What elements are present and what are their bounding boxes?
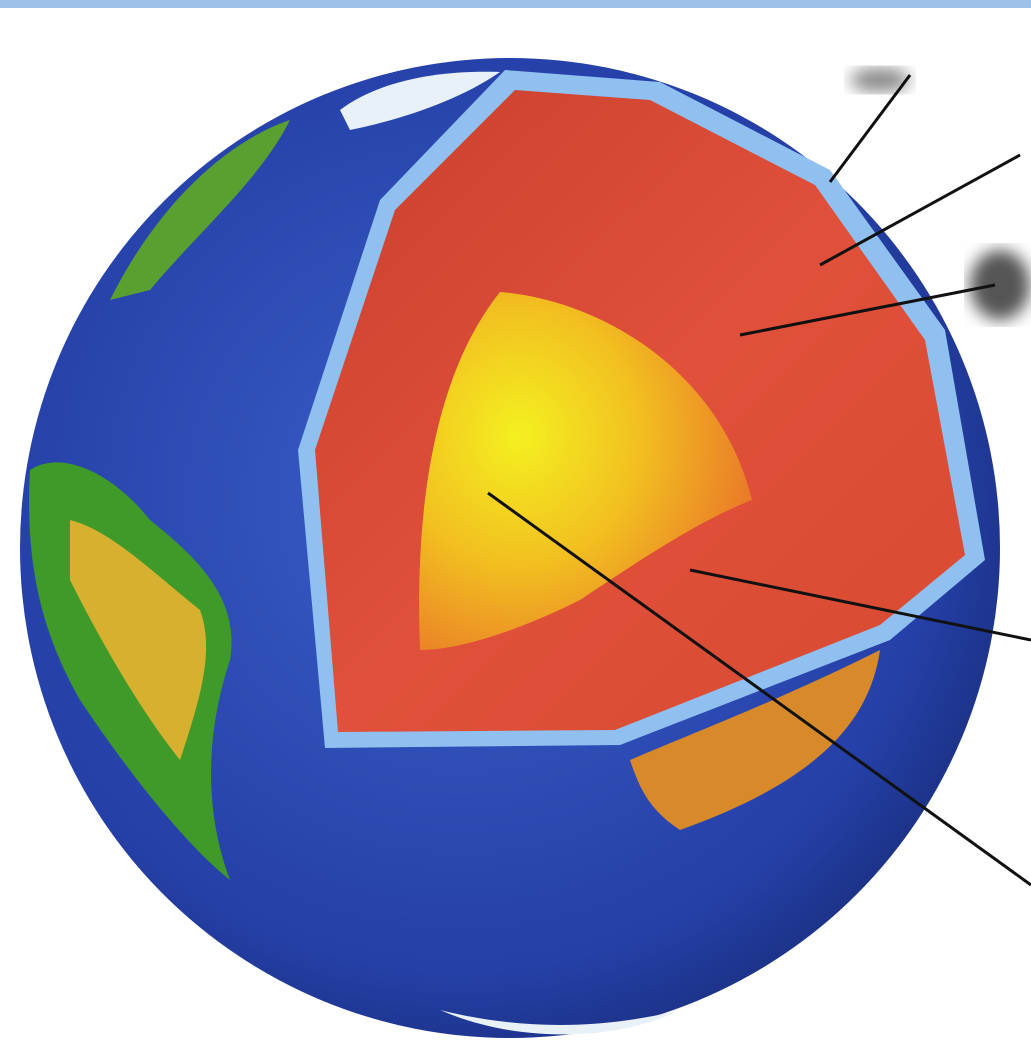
pointer-line	[689, 568, 1031, 642]
blurred-label	[970, 250, 1030, 320]
ice-cap	[440, 1010, 680, 1035]
pointer-line	[739, 283, 996, 337]
blurred-label	[850, 68, 910, 92]
core	[419, 292, 752, 650]
pointer-lines	[487, 74, 1031, 887]
top-border	[0, 0, 1031, 8]
continent-highlands	[70, 520, 207, 760]
ice-cap	[340, 71, 500, 130]
pointer-line	[487, 491, 1031, 887]
continent	[630, 650, 880, 830]
pointer-line	[819, 153, 1021, 267]
pointer-line	[828, 74, 912, 183]
continent	[110, 120, 290, 300]
